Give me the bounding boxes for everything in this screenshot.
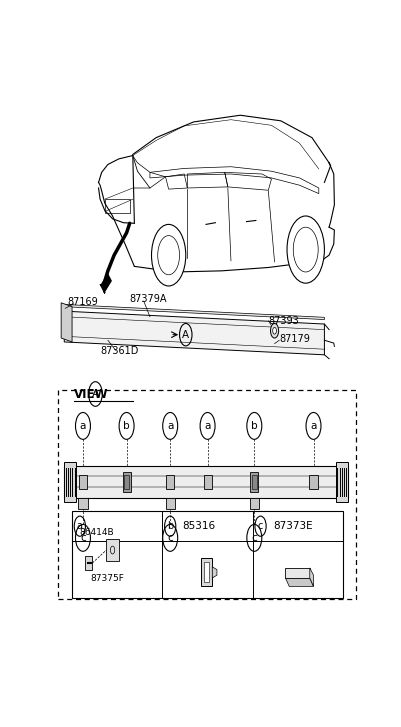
Text: b: b bbox=[250, 421, 257, 431]
Polygon shape bbox=[61, 302, 72, 342]
Text: 87179: 87179 bbox=[279, 334, 309, 344]
Text: A: A bbox=[91, 389, 99, 399]
FancyBboxPatch shape bbox=[251, 475, 256, 489]
Text: 87373E: 87373E bbox=[272, 521, 312, 531]
FancyBboxPatch shape bbox=[335, 462, 347, 502]
FancyArrow shape bbox=[100, 274, 111, 293]
Circle shape bbox=[151, 225, 185, 286]
Text: a: a bbox=[79, 421, 86, 431]
Circle shape bbox=[286, 216, 324, 284]
FancyBboxPatch shape bbox=[64, 466, 347, 497]
FancyBboxPatch shape bbox=[309, 475, 317, 489]
FancyBboxPatch shape bbox=[250, 472, 258, 492]
FancyBboxPatch shape bbox=[249, 497, 258, 509]
Polygon shape bbox=[309, 568, 313, 587]
Polygon shape bbox=[84, 556, 92, 570]
Text: 87375F: 87375F bbox=[91, 574, 124, 583]
FancyBboxPatch shape bbox=[203, 475, 211, 489]
Circle shape bbox=[270, 324, 278, 338]
Text: c: c bbox=[257, 521, 263, 531]
FancyBboxPatch shape bbox=[165, 497, 174, 509]
Polygon shape bbox=[64, 311, 324, 355]
Text: b: b bbox=[167, 521, 173, 531]
Text: a: a bbox=[166, 421, 173, 431]
Text: b: b bbox=[123, 421, 130, 431]
Text: a: a bbox=[310, 421, 316, 431]
Text: a: a bbox=[204, 421, 210, 431]
Polygon shape bbox=[285, 578, 313, 587]
Text: 85316: 85316 bbox=[182, 521, 215, 531]
Polygon shape bbox=[285, 568, 309, 578]
Circle shape bbox=[272, 327, 276, 334]
Text: a: a bbox=[77, 521, 83, 531]
Polygon shape bbox=[64, 305, 324, 320]
Text: A: A bbox=[182, 329, 189, 340]
Text: c: c bbox=[80, 533, 86, 543]
Polygon shape bbox=[106, 539, 119, 561]
Text: c: c bbox=[167, 533, 173, 543]
FancyBboxPatch shape bbox=[79, 475, 87, 489]
Bar bbox=[105, 199, 130, 213]
Text: 87393: 87393 bbox=[267, 316, 298, 326]
Text: VIEW: VIEW bbox=[73, 387, 108, 401]
FancyBboxPatch shape bbox=[122, 472, 130, 492]
FancyBboxPatch shape bbox=[64, 462, 76, 502]
FancyBboxPatch shape bbox=[78, 497, 87, 509]
Polygon shape bbox=[203, 562, 209, 582]
Bar bbox=[72, 511, 342, 598]
Text: 86414B: 86414B bbox=[80, 529, 114, 537]
FancyBboxPatch shape bbox=[124, 475, 129, 489]
Text: 87169: 87169 bbox=[67, 297, 98, 308]
Text: 87379A: 87379A bbox=[130, 294, 167, 304]
Text: c: c bbox=[251, 533, 257, 543]
Polygon shape bbox=[212, 567, 217, 578]
Polygon shape bbox=[201, 558, 212, 587]
FancyBboxPatch shape bbox=[166, 475, 174, 489]
Text: 87361D: 87361D bbox=[100, 347, 138, 356]
